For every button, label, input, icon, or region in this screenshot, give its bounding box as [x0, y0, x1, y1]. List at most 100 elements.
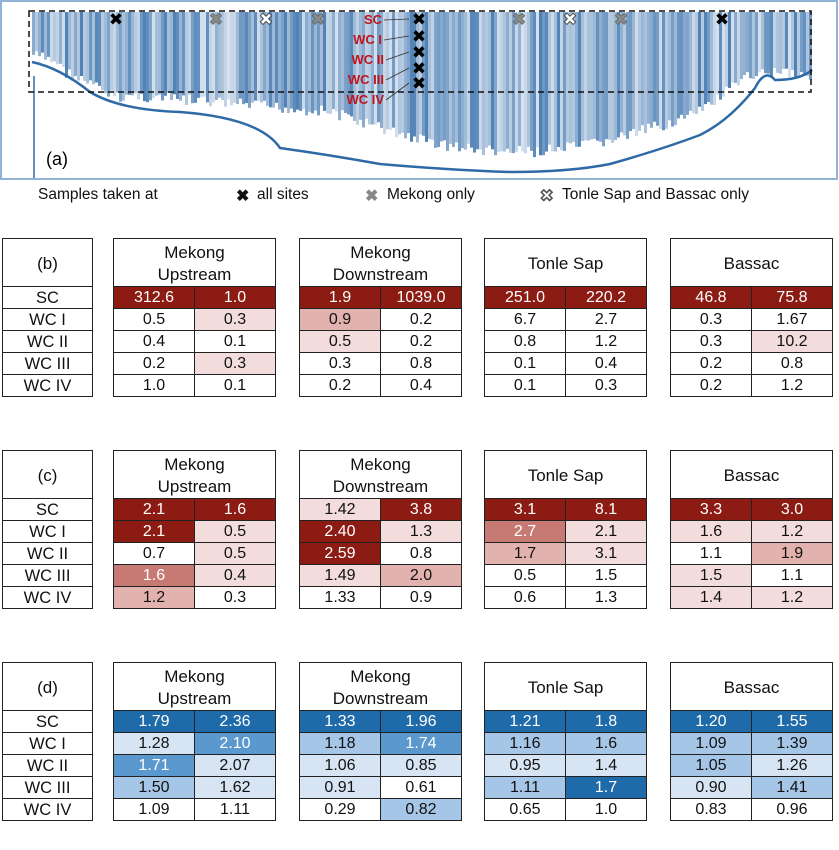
table-row: 0.91 0.61 — [299, 776, 462, 799]
velocity-column — [494, 12, 497, 156]
velocity-column — [473, 12, 476, 153]
table-row: 0.6 1.3 — [484, 586, 647, 609]
value-cell: 6.7 — [484, 308, 566, 331]
row-label: WC III — [2, 564, 93, 587]
velocity-column — [278, 12, 281, 110]
velocity-column — [236, 12, 239, 105]
velocity-column — [188, 12, 191, 95]
velocity-column — [419, 12, 422, 135]
site-table: Mekong Upstream 312.6 1.0 0.5 0.3 0.4 0.1 0.2 0.… — [113, 238, 276, 397]
velocity-column — [677, 12, 680, 119]
velocity-column — [692, 12, 695, 114]
velocity-column — [749, 12, 752, 79]
legend-label-all: all sites — [257, 186, 309, 203]
velocity-column — [518, 12, 521, 146]
velocity-column — [299, 12, 302, 111]
velocity-column — [455, 12, 458, 143]
table-row: 1.4 1.2 — [670, 586, 833, 609]
velocity-column — [383, 12, 386, 135]
site-header: Tonle Sap — [484, 238, 647, 287]
site-header: Bassac — [670, 238, 833, 287]
velocity-column — [272, 12, 275, 108]
value-cell: 3.1 — [565, 542, 647, 565]
velocity-column — [566, 12, 569, 143]
velocity-column — [641, 12, 644, 126]
table-row: Tonle Sap — [484, 450, 647, 499]
velocity-column — [605, 12, 608, 140]
panel-label: (b) — [2, 238, 93, 287]
velocity-column — [680, 12, 683, 115]
value-cell: 1.6 — [194, 498, 276, 521]
velocity-column — [182, 12, 185, 96]
value-cell: 1.8 — [565, 710, 647, 733]
velocity-column — [41, 12, 44, 53]
velocity-column — [761, 12, 764, 70]
value-cell: 1.0 — [194, 286, 276, 309]
velocity-column — [155, 12, 158, 96]
velocity-column — [800, 12, 803, 73]
value-cell: 1.55 — [751, 710, 833, 733]
value-cell: 0.85 — [380, 754, 462, 777]
velocity-column — [245, 12, 248, 104]
value-cell: 0.1 — [484, 374, 566, 397]
panel-a-label: (a) — [46, 149, 68, 169]
site-table: Bassac 3.3 3.0 1.6 1.2 1.1 1.9 1.5 1.1 1.4 1.2 — [670, 450, 833, 609]
velocity-column — [275, 12, 278, 103]
velocity-column — [593, 12, 596, 139]
velocity-column — [515, 12, 518, 152]
cross-white-icon: ✖ — [539, 188, 554, 206]
velocity-column — [284, 12, 287, 108]
velocity-column — [407, 12, 410, 134]
value-cell: 1.2 — [113, 586, 195, 609]
value-cell: 0.2 — [670, 374, 752, 397]
table-row: 1.50 1.62 — [113, 776, 276, 799]
table-row: 1.42 3.8 — [299, 498, 462, 521]
velocity-column — [608, 12, 611, 140]
value-cell: 0.5 — [113, 308, 195, 331]
table-row: Mekong Downstream — [299, 238, 462, 287]
table-row: 0.5 0.3 — [113, 308, 276, 331]
velocity-column — [491, 12, 494, 150]
table-row: Mekong Downstream — [299, 662, 462, 711]
table-row: 1.71 2.07 — [113, 754, 276, 777]
velocity-column — [413, 12, 416, 137]
velocity-column — [149, 12, 152, 101]
velocity-column — [497, 12, 500, 153]
velocity-column — [437, 12, 440, 148]
value-cell: 0.5 — [484, 564, 566, 587]
row-label: WC IV — [2, 374, 93, 397]
velocity-column — [728, 12, 731, 88]
table-row: SC — [2, 498, 93, 521]
value-cell: 1.79 — [113, 710, 195, 733]
velocity-column — [572, 12, 575, 143]
table-row: 1.0 0.1 — [113, 374, 276, 397]
table-row: 1.28 2.10 — [113, 732, 276, 755]
velocity-column — [32, 12, 35, 55]
table-row: 0.29 0.82 — [299, 798, 462, 821]
velocity-column — [635, 12, 638, 137]
value-cell: 0.3 — [565, 374, 647, 397]
velocity-column — [806, 12, 809, 76]
velocity-column — [551, 12, 554, 152]
table-row: 312.6 1.0 — [113, 286, 276, 309]
row-label: WC I — [2, 520, 93, 543]
table-row: 6.7 2.7 — [484, 308, 647, 331]
velocity-column — [227, 12, 230, 100]
value-cell: 2.7 — [484, 520, 566, 543]
panel-a-cross-section: ✖ ✖ ✖ ✖ ✖ ✖ ✖ ✖ ✖ ✖ ✖ ✖ ✖ SC WC I WC II WC III WC IV (a… — [0, 0, 839, 182]
table-row: (b) — [2, 238, 93, 287]
velocity-column — [98, 12, 101, 86]
table-row: WC IV — [2, 586, 93, 609]
table-row: 2.7 2.1 — [484, 520, 647, 543]
site-header: Bassac — [670, 450, 833, 499]
velocity-column — [164, 12, 167, 96]
velocity-column — [317, 12, 320, 116]
value-cell: 0.29 — [299, 798, 381, 821]
cross-black-icon: ✖ — [109, 10, 123, 30]
velocity-column — [401, 12, 404, 133]
table-row: 1.16 1.6 — [484, 732, 647, 755]
value-cell: 0.3 — [299, 352, 381, 375]
value-cell: 1.3 — [565, 586, 647, 609]
velocity-column — [629, 12, 632, 132]
table-row: (c) — [2, 450, 93, 499]
